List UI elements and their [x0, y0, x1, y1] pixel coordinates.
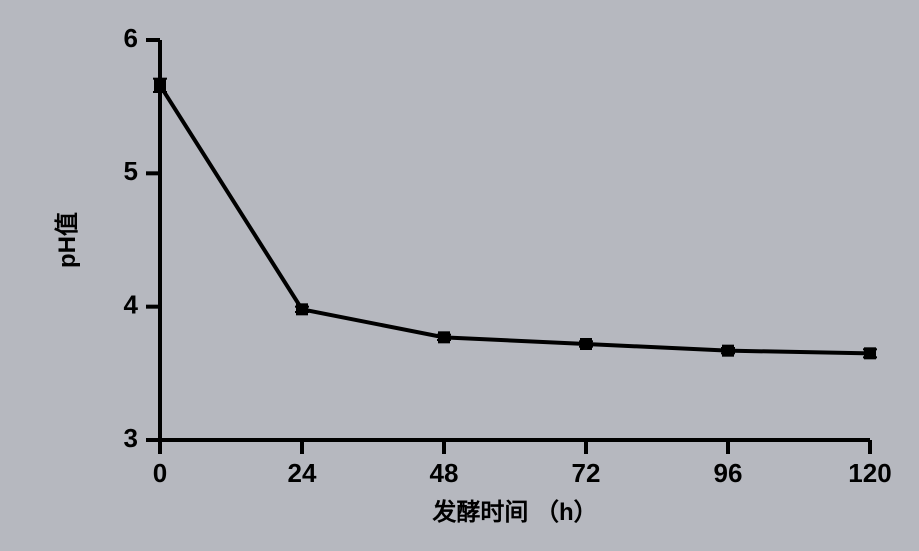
- y-tick-label: 4: [124, 290, 139, 320]
- data-marker: [154, 79, 166, 91]
- data-marker: [722, 345, 734, 357]
- chart-bg: [0, 0, 919, 551]
- y-axis-title: pH值: [53, 212, 81, 268]
- chart-container: 3 4 5 6 0 24 48 72 96 120 pH值发酵时间 （h）: [0, 0, 919, 551]
- x-tick-label: 96: [714, 458, 743, 488]
- x-tick-label: 48: [430, 458, 459, 488]
- y-tick-label: 5: [124, 156, 138, 186]
- line-chart: 3 4 5 6 0 24 48 72 96 120 pH值发酵时间 （h）: [0, 0, 919, 551]
- data-marker: [580, 338, 592, 350]
- x-axis-title: 发酵时间 （h）: [431, 498, 597, 526]
- data-marker: [438, 331, 450, 343]
- x-tick-label: 120: [848, 458, 891, 488]
- y-tick-label: 3: [124, 423, 138, 453]
- data-marker: [296, 303, 308, 315]
- x-tick-label: 72: [572, 458, 601, 488]
- y-tick-label: 6: [124, 23, 138, 53]
- x-tick-label: 0: [153, 458, 167, 488]
- x-tick-label: 24: [288, 458, 317, 488]
- data-marker: [864, 347, 876, 359]
